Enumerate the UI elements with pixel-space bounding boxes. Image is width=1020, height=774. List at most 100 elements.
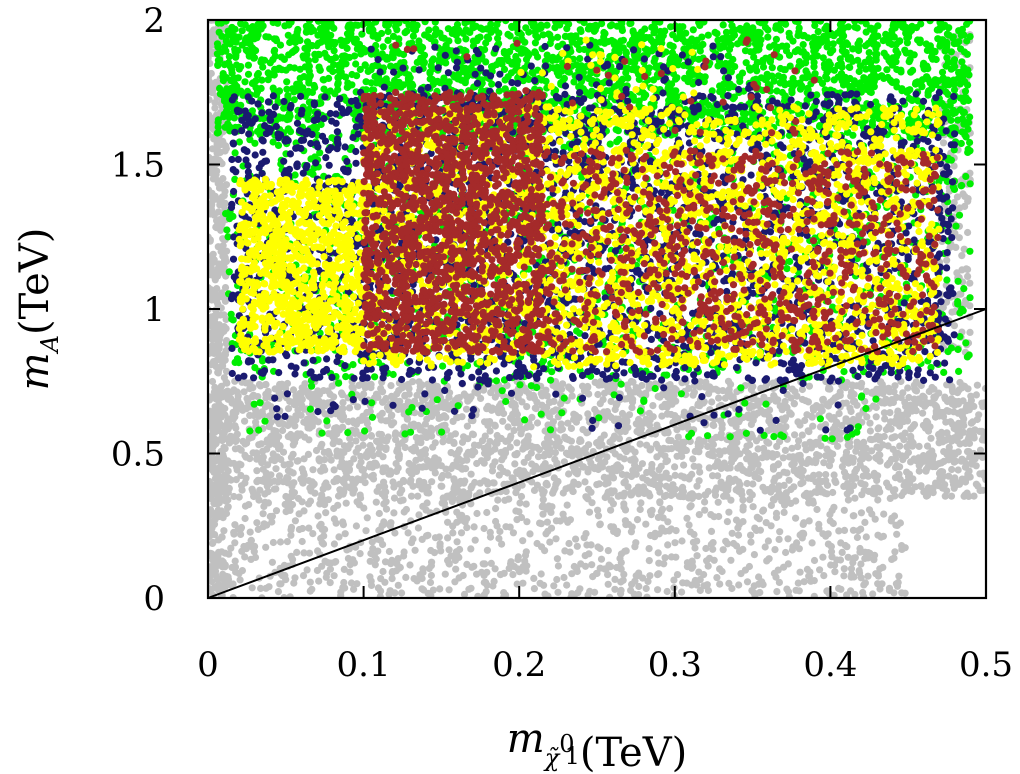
data-point [857, 479, 865, 487]
data-point [425, 564, 433, 573]
data-point [490, 577, 498, 586]
data-point [406, 561, 414, 569]
data-point [948, 465, 956, 474]
data-point [911, 483, 920, 491]
data-point [262, 394, 270, 402]
data-point [367, 581, 376, 590]
data-point [959, 418, 967, 426]
data-point [635, 572, 643, 580]
data-point [896, 442, 904, 450]
data-point [688, 470, 696, 478]
data-point [661, 554, 669, 562]
data-point [208, 508, 216, 517]
data-point [491, 421, 499, 429]
data-point [842, 399, 851, 407]
data-point [628, 404, 636, 412]
data-point [552, 535, 560, 543]
data-point [271, 457, 279, 465]
data-point [494, 496, 502, 504]
data-point [255, 441, 263, 449]
data-point [607, 397, 615, 405]
data-point [241, 417, 249, 425]
data-point [749, 480, 757, 488]
data-point [604, 479, 612, 487]
data-point [213, 224, 221, 232]
data-point [457, 529, 466, 537]
data-point [537, 570, 545, 578]
data-point [439, 471, 447, 480]
data-point [804, 493, 812, 501]
data-point [908, 442, 917, 450]
data-point [874, 580, 882, 588]
data-point [868, 510, 876, 518]
data-point [543, 518, 552, 526]
data-point [840, 506, 848, 514]
data-point [221, 486, 229, 494]
data-point [235, 569, 243, 578]
data-point [253, 452, 262, 460]
data-point [671, 539, 679, 547]
data-point [950, 408, 958, 416]
data-point [805, 428, 813, 436]
data-point [418, 585, 426, 593]
data-point [388, 421, 396, 429]
data-point [646, 416, 654, 424]
data-point [744, 411, 752, 419]
data-point [820, 459, 828, 467]
data-point [232, 424, 240, 432]
data-point [530, 585, 539, 593]
data-point [660, 560, 668, 568]
data-point [313, 566, 321, 575]
data-point [389, 478, 397, 486]
data-point [228, 388, 236, 396]
data-point [308, 478, 316, 486]
data-point [455, 495, 463, 503]
data-point [506, 434, 514, 443]
data-point [922, 467, 930, 475]
data-point [271, 440, 280, 448]
data-point [459, 571, 467, 580]
data-point [857, 383, 865, 391]
data-point [410, 575, 418, 583]
data-point [680, 461, 688, 469]
data-point [964, 272, 972, 280]
data-point [534, 465, 542, 473]
data-point [496, 571, 505, 579]
data-point [279, 420, 287, 428]
data-point [961, 202, 969, 210]
data-point [893, 530, 901, 538]
data-point [915, 467, 923, 475]
data-point [444, 534, 452, 542]
data-point [664, 541, 672, 549]
data-point [254, 476, 262, 484]
data-point [327, 456, 335, 464]
data-point [771, 546, 779, 554]
data-point [483, 546, 491, 554]
data-point [967, 419, 975, 427]
data-point [774, 566, 782, 574]
data-point [330, 572, 338, 580]
data-point [368, 463, 377, 471]
data-point [355, 381, 363, 389]
data-point [513, 439, 521, 447]
data-point [596, 400, 604, 408]
data-point [954, 448, 962, 456]
data-point [567, 386, 575, 394]
data-point [617, 550, 626, 558]
data-point [844, 496, 853, 504]
data-point [611, 575, 619, 584]
data-point [560, 573, 568, 582]
data-point [743, 578, 752, 586]
data-point [976, 446, 985, 454]
data-point [855, 567, 863, 575]
data-point [346, 441, 354, 449]
data-point [890, 433, 898, 441]
data-point [372, 498, 380, 506]
data-point [423, 415, 431, 423]
data-point [216, 559, 224, 567]
data-point [715, 512, 723, 521]
data-point [965, 406, 973, 414]
data-point [726, 444, 734, 452]
data-point [710, 421, 718, 430]
data-point [415, 511, 423, 519]
